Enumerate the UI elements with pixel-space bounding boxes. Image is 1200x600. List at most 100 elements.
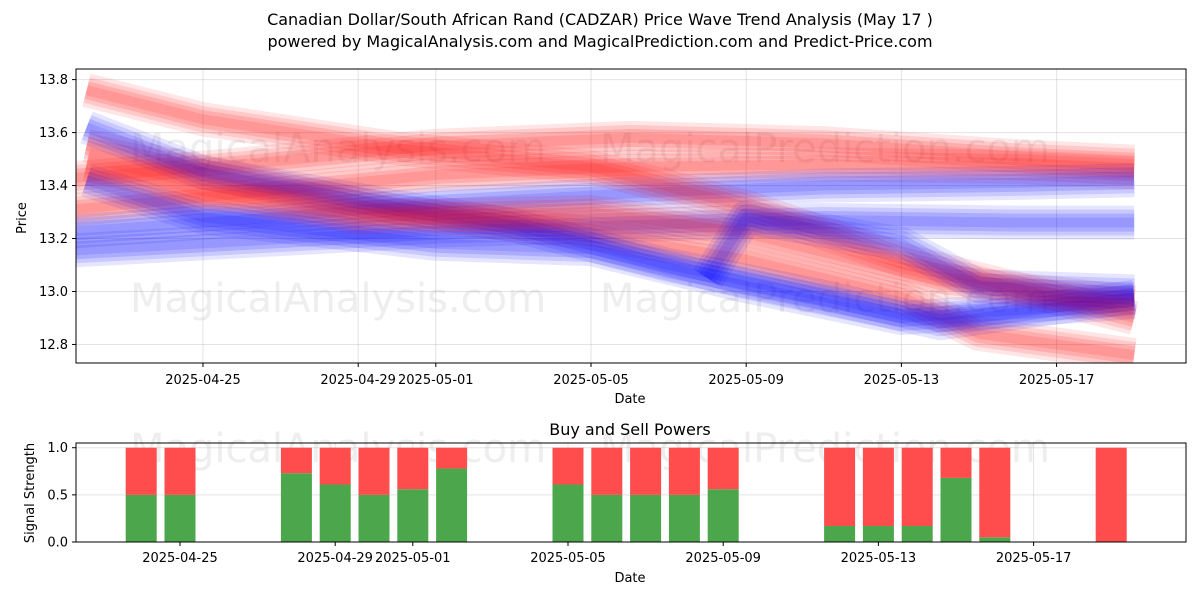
- price-wave-blue-2: [76, 163, 1135, 249]
- price-x-tick-label: 2025-05-17: [1019, 373, 1095, 388]
- sell-bar: [552, 447, 584, 485]
- sell-bar: [397, 447, 429, 490]
- price-wave-stroke: [76, 203, 1135, 268]
- signal-title: Buy and Sell Powers: [549, 420, 711, 439]
- price-plot-frame: [75, 68, 1187, 364]
- price-wave-stroke: [84, 137, 1136, 363]
- price-wave-red-5: [82, 129, 1137, 363]
- price-x-tick-label: 2025-05-09: [708, 373, 784, 388]
- price-wave-blue-6: [80, 111, 1137, 341]
- sell-bar: [940, 447, 972, 478]
- price-wave-blue-7: [81, 164, 1136, 335]
- signal-x-tick-label: 2025-04-29: [297, 551, 373, 566]
- price-x-tick-label: 2025-04-25: [165, 373, 241, 388]
- price-wave-stroke: [82, 147, 1137, 319]
- buy-bar: [979, 537, 1011, 542]
- price-wave-stroke: [699, 208, 1135, 301]
- buy-bar: [862, 525, 894, 542]
- price-wave-stroke: [84, 155, 1136, 312]
- price-wave-stroke: [76, 155, 1135, 219]
- watermark-analysis-mid: MagicalAnalysis.com: [130, 276, 546, 322]
- price-wave-stroke: [76, 120, 1135, 195]
- price-y-tick-label: 13.2: [39, 232, 68, 247]
- signal-x-tick-label: 2025-05-09: [685, 551, 761, 566]
- signal-y-ticks: 0.0 0.5 1.0: [47, 441, 76, 551]
- price-wave-stroke: [76, 207, 1135, 264]
- buy-bar: [397, 489, 429, 542]
- price-y-tick-label: 13.6: [39, 126, 68, 141]
- price-wave-red-8: [82, 147, 1137, 319]
- buy-bar: [707, 489, 739, 542]
- signal-x-tick-label: 2025-05-13: [841, 551, 917, 566]
- price-wave-stroke: [76, 151, 1135, 223]
- sell-bar: [1095, 447, 1127, 542]
- price-wave-stroke: [81, 164, 1136, 335]
- watermark-analysis-top: MagicalAnalysis.com: [130, 126, 546, 172]
- sell-bar: [707, 447, 739, 490]
- watermark-prediction-top: MagicalPrediction.com: [600, 126, 1050, 172]
- price-wave-stroke: [85, 175, 1135, 323]
- price-wave-stroke: [76, 175, 1135, 237]
- sell-bar: [436, 447, 468, 469]
- sell-bar: [862, 447, 894, 526]
- price-wave-stroke: [83, 133, 1136, 363]
- price-wave-stroke: [82, 73, 1139, 335]
- price-wave-stroke: [76, 159, 1135, 215]
- signal-y-axis-label: Signal Strength: [23, 443, 38, 543]
- price-y-tick-label: 13.0: [39, 285, 68, 300]
- buy-bar: [552, 484, 584, 542]
- price-x-tick-label: 2025-04-29: [320, 373, 396, 388]
- price-wave-stroke: [76, 211, 1135, 260]
- buy-bar: [630, 494, 662, 542]
- buy-bar: [901, 525, 933, 542]
- buy-bar: [125, 494, 157, 542]
- watermark-prediction-mid: MagicalPrediction.com: [600, 276, 1050, 322]
- price-wave-stroke: [85, 85, 1136, 323]
- sell-bar: [630, 447, 662, 495]
- price-y-ticks: 12.8 13.0 13.2 13.4 13.6 13.8: [39, 73, 76, 353]
- price-x-tick-label: 2025-05-13: [864, 373, 940, 388]
- price-wave-stroke: [76, 147, 1135, 227]
- buy-bar: [591, 494, 623, 542]
- price-y-tick-label: 13.4: [39, 179, 68, 194]
- price-wave-stroke: [693, 200, 1135, 309]
- price-wave-stroke: [76, 215, 1135, 256]
- price-wave-red-0: [76, 120, 1135, 195]
- sell-bar: [125, 447, 157, 495]
- sell-bar: [901, 447, 933, 526]
- price-wave-stroke: [76, 132, 1135, 183]
- sell-bar: [979, 447, 1011, 538]
- price-wave-stroke: [76, 163, 1135, 249]
- price-wave-stroke: [83, 151, 1136, 316]
- signal-y-tick-label: 1.0: [47, 441, 68, 456]
- price-wave-red-4: [82, 73, 1139, 335]
- sell-bar: [319, 447, 351, 485]
- price-panel: MagicalAnalysis.com MagicalPrediction.co…: [15, 68, 1187, 407]
- price-wave-blue-9: [693, 200, 1135, 309]
- signal-x-tick-label: 2025-05-17: [996, 551, 1072, 566]
- price-wave-stroke: [81, 115, 1136, 337]
- price-y-tick-label: 13.8: [39, 73, 68, 88]
- sell-bar: [280, 447, 312, 474]
- buy-bar: [280, 473, 312, 542]
- signal-x-tick-label: 2025-04-25: [142, 551, 218, 566]
- price-wave-red-1: [76, 147, 1135, 227]
- signal-y-tick-label: 0.0: [47, 536, 68, 551]
- price-grid: [76, 69, 1186, 363]
- price-wave-stroke: [76, 171, 1135, 241]
- signal-x-axis-label: Date: [614, 571, 645, 586]
- signal-x-tick-label: 2025-05-01: [375, 551, 451, 566]
- price-wave-stroke: [82, 167, 1136, 331]
- price-x-axis-label: Date: [614, 392, 645, 407]
- buy-bar: [940, 477, 972, 542]
- signal-bars: [125, 447, 1127, 542]
- price-wave-stroke: [85, 159, 1135, 308]
- price-x-ticks: 2025-04-25 2025-04-29 2025-05-01 2025-05-05…: [165, 363, 1094, 388]
- price-wave-stroke: [83, 171, 1135, 327]
- signal-x-tick-label: 2025-05-05: [530, 551, 606, 566]
- sell-bar: [164, 447, 196, 495]
- price-wave-stroke: [84, 122, 1135, 329]
- price-wave-stroke: [76, 124, 1135, 191]
- price-wave-stroke: [84, 81, 1137, 327]
